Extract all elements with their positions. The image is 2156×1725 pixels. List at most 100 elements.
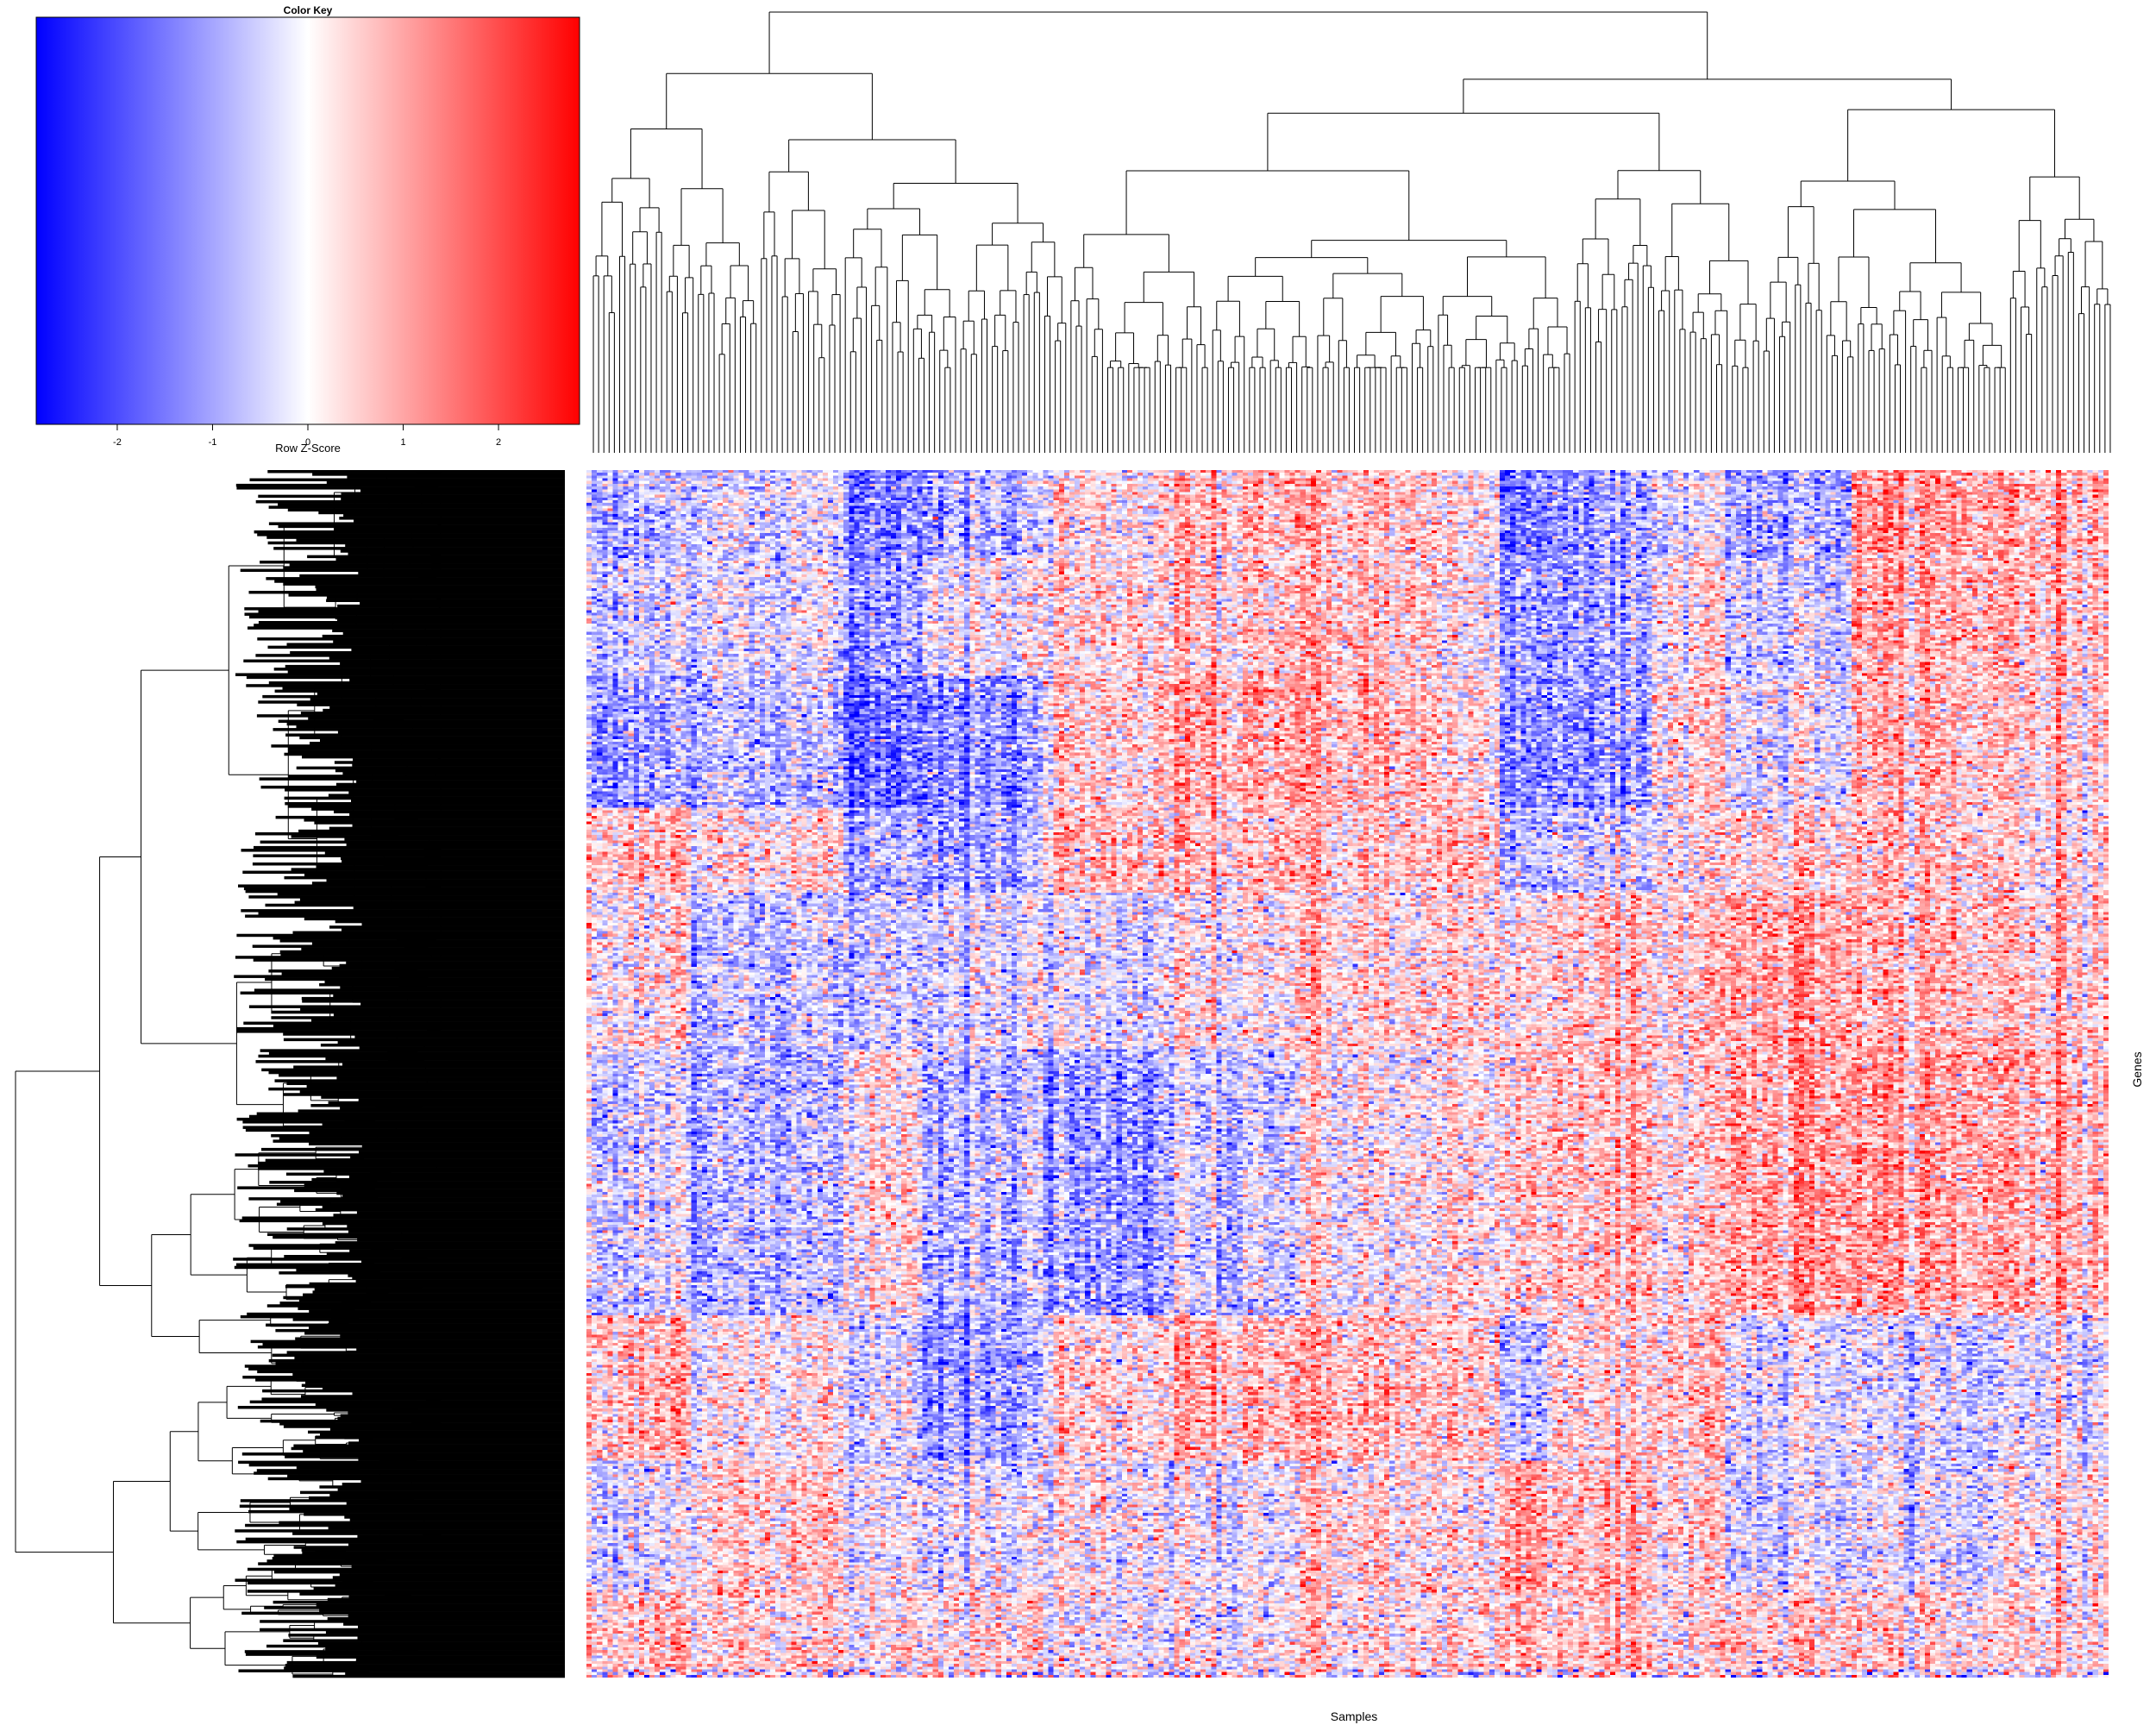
dendrogram-leaf <box>359 1046 565 1050</box>
dendrogram-leaf <box>254 530 565 534</box>
color-key-ticks: -2 -1 0 1 2 <box>113 424 501 448</box>
dendrogram-leaf <box>234 975 565 978</box>
y-axis-label: Genes <box>2130 1051 2144 1088</box>
dendrogram-leaf <box>261 1397 565 1401</box>
color-key-xlabel: Row Z-Score <box>275 442 341 455</box>
dendrogram-leaf <box>348 1274 565 1277</box>
dendrogram-leaf <box>349 1518 565 1521</box>
dendrogram-leaf <box>242 1376 565 1379</box>
dendrogram-leaf <box>278 503 565 506</box>
dendrogram-leaf <box>272 1557 565 1560</box>
dendrogram-leaf <box>356 780 565 784</box>
dendrogram-leaf <box>252 862 565 866</box>
dendrogram-leaf <box>273 547 565 550</box>
dendrogram-leaf <box>332 629 565 633</box>
color-key-gradient <box>36 17 580 424</box>
dendrogram-leaf <box>257 1370 565 1374</box>
dendrogram-leaf <box>261 1068 565 1072</box>
dendrogram-leaf <box>286 1227 565 1231</box>
dendrogram-leaf <box>252 944 565 948</box>
dendrogram-leaf <box>258 1161 565 1165</box>
dendrogram-leaf <box>314 1288 565 1291</box>
dendrogram-leaf <box>279 1271 565 1275</box>
dendrogram-leaf <box>339 517 565 520</box>
dendrogram-leaf <box>295 1337 565 1340</box>
dendrogram-leaf <box>360 1479 565 1484</box>
dendrogram-leaf <box>275 1328 565 1333</box>
dendrogram-leaf <box>267 645 565 649</box>
dendrogram-leaf <box>248 1509 565 1514</box>
dendrogram-leaf <box>344 837 565 841</box>
dendrogram-leaf <box>342 859 565 863</box>
dendrogram-leaf <box>296 1268 565 1272</box>
dendrogram-leaf <box>286 1351 565 1354</box>
dendrogram-leaf <box>260 785 565 789</box>
dendrogram-leaf <box>351 1565 565 1569</box>
dendrogram-leaf <box>273 1553 565 1558</box>
dendrogram-leaf <box>339 1573 565 1577</box>
dendrogram-leaf <box>309 1326 565 1330</box>
dendrogram-leaf <box>289 1507 565 1511</box>
dendrogram-leaf <box>260 1419 565 1423</box>
dendrogram-leaf <box>351 799 565 803</box>
dendrogram-leaf <box>355 1279 565 1283</box>
dendrogram-leaf <box>343 1622 565 1626</box>
dendrogram-leaf <box>342 772 565 775</box>
dendrogram-leaf <box>304 1183 565 1187</box>
dendrogram-leaf <box>299 736 565 740</box>
dendrogram-leaf <box>348 1411 565 1414</box>
dendrogram-leaf <box>284 752 565 756</box>
dendrogram-leaf <box>346 1502 565 1505</box>
dendrogram-leaf <box>360 1002 565 1006</box>
dendrogram-leaf <box>355 1658 565 1662</box>
dendrogram-leaf <box>340 986 565 989</box>
dendrogram-leaf <box>235 1263 565 1267</box>
dendrogram-leaf <box>245 1128 565 1132</box>
dendrogram-leaf <box>286 643 565 646</box>
dendrogram-leaf <box>236 933 565 938</box>
dendrogram-leaf <box>294 900 565 905</box>
dendrogram-leaf <box>328 1527 565 1530</box>
dendrogram-leaf <box>265 1158 565 1163</box>
dendrogram-leaf <box>279 1422 565 1426</box>
dendrogram-leaf <box>298 1298 565 1302</box>
dendrogram-leaf <box>248 1463 565 1467</box>
dendrogram-leaf <box>241 1452 565 1456</box>
dendrogram-leaf <box>315 1208 565 1212</box>
dendrogram-leaf <box>298 1109 565 1113</box>
dendrogram-leaf <box>285 1664 565 1667</box>
dendrogram-leaf <box>354 519 565 523</box>
dendrogram-leaf <box>316 587 565 592</box>
dendrogram-leaf <box>248 1567 565 1571</box>
dendrogram-leaf <box>262 694 565 699</box>
dendrogram-leaf <box>301 1383 565 1388</box>
dendrogram-leaf <box>245 889 565 894</box>
dendrogram-leaf <box>324 980 565 984</box>
dendrogram-leaf <box>337 604 565 608</box>
dendrogram-leaf <box>342 1063 565 1066</box>
dendrogram-leaf <box>309 1282 565 1286</box>
dendrogram-leaf <box>268 1070 565 1075</box>
dendrogram-leaf <box>248 1367 565 1371</box>
dendrogram-leaf <box>319 1609 565 1612</box>
dendrogram-leaf <box>298 1307 565 1310</box>
dendrogram-leaf <box>271 1010 565 1014</box>
dendrogram-leaf <box>262 1342 565 1346</box>
color-key-tick-label: 2 <box>496 437 501 448</box>
dendrogram-leaf <box>311 942 565 945</box>
dendrogram-leaf <box>258 610 565 613</box>
dendrogram-leaf <box>348 1595 565 1599</box>
dendrogram-leaf <box>285 733 565 737</box>
dendrogram-leaf <box>250 1339 565 1344</box>
dendrogram-leaf <box>317 692 565 696</box>
dendrogram-leaf <box>309 1309 565 1314</box>
dendrogram-leaf <box>278 524 565 529</box>
dendrogram-leaf <box>329 1427 565 1431</box>
dendrogram-leaf <box>248 1164 565 1168</box>
dendrogram-leaf <box>294 1356 565 1360</box>
dendrogram-leaf <box>333 1214 565 1217</box>
dendrogram-leaf <box>246 675 565 680</box>
dendrogram-leaf <box>348 1543 565 1546</box>
dendrogram-leaf <box>287 508 565 512</box>
dendrogram-leaf <box>240 991 565 995</box>
